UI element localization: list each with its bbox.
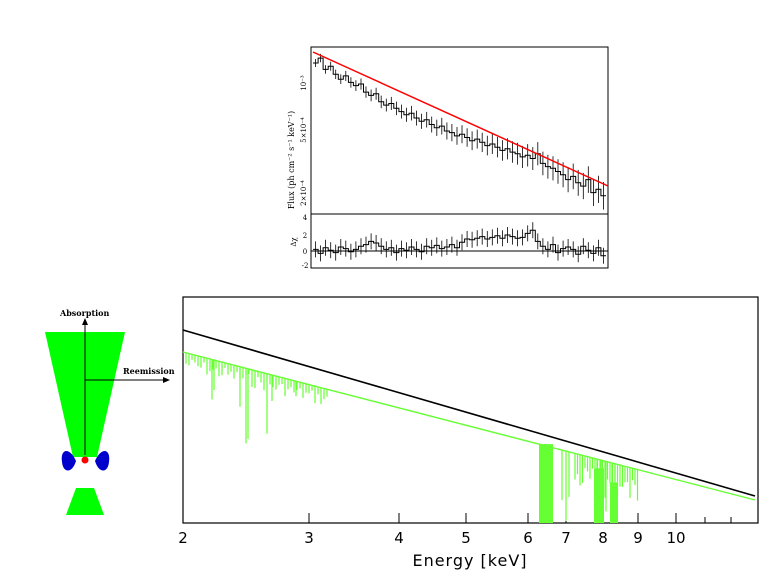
top-spectrum-plot: Flux (ph cm⁻² s⁻¹ keV⁻¹) 10⁻³ 5×10⁻⁴ 2×1… bbox=[287, 46, 609, 270]
top-ytick-3: 2×10⁻⁴ bbox=[300, 180, 308, 206]
x-tick-label-9: 9 bbox=[633, 529, 643, 547]
residual-data bbox=[313, 222, 606, 264]
reemission-label: Reemission bbox=[123, 366, 175, 376]
x-tick-label-8: 8 bbox=[598, 529, 608, 547]
top-model-line bbox=[312, 51, 609, 187]
continuum-line bbox=[182, 329, 756, 497]
x-tick-label-5: 5 bbox=[461, 529, 471, 547]
absorption-arrowhead bbox=[82, 318, 88, 325]
x-axis-ticks bbox=[182, 513, 732, 523]
torus-left bbox=[61, 450, 76, 471]
central-source bbox=[81, 456, 89, 464]
top-ylabel: Flux (ph cm⁻² s⁻¹ keV⁻¹) bbox=[287, 111, 296, 209]
top-ytick-1: 10⁻³ bbox=[300, 75, 308, 91]
x-tick-label-2: 2 bbox=[178, 529, 188, 547]
x-tick-label-4: 4 bbox=[394, 529, 404, 547]
residual-steps bbox=[313, 229, 606, 257]
x-tick-label-10: 10 bbox=[666, 529, 685, 547]
x-tick-label-7: 7 bbox=[561, 529, 571, 547]
residual-plot-frame bbox=[310, 213, 609, 269]
residual-tick-0: 0 bbox=[303, 248, 307, 256]
main-plot-frame bbox=[182, 296, 759, 524]
reemission-arrowhead bbox=[163, 377, 170, 383]
residual-label: Δχ bbox=[290, 237, 298, 247]
x-tick-label-6: 6 bbox=[523, 529, 533, 547]
x-axis-label: Energy [keV] bbox=[412, 551, 527, 570]
residual-tick-m2: -2 bbox=[302, 262, 309, 270]
fe-k-absorption-blend-2 bbox=[594, 468, 604, 523]
main-spectrum-plot: 2 3 4 5 6 7 8 9 10 Energy [keV] bbox=[178, 296, 759, 570]
geometry-diagram: Absorption Reemission bbox=[45, 308, 175, 515]
fe-k-absorption-blend bbox=[539, 444, 553, 523]
top-spectrum-steps bbox=[313, 57, 606, 197]
absorbed-continuum bbox=[182, 351, 756, 501]
absorbed-spectrum bbox=[182, 351, 756, 523]
torus-right bbox=[95, 450, 110, 471]
top-ytick-2: 5×10⁻⁴ bbox=[300, 117, 308, 143]
residual-tick-2: 2 bbox=[303, 232, 307, 240]
top-spectrum-data bbox=[313, 53, 606, 210]
residual-tick-4: 4 bbox=[303, 214, 308, 222]
x-tick-label-3: 3 bbox=[304, 529, 314, 547]
fe-k-absorption-blend-3 bbox=[610, 482, 618, 523]
lower-cone bbox=[66, 488, 104, 515]
absorption-label: Absorption bbox=[59, 308, 110, 318]
